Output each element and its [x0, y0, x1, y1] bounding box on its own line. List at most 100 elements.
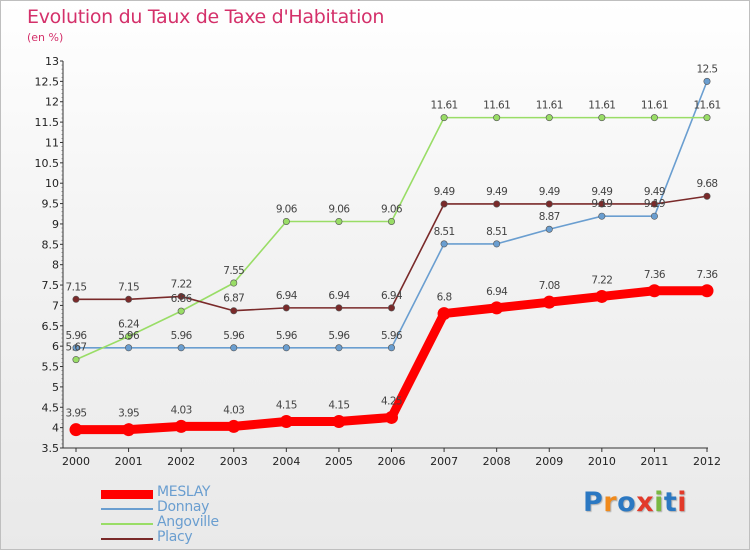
series-line-angoville	[75, 116, 708, 361]
data-point-donnay	[72, 344, 80, 352]
legend-swatch	[101, 523, 153, 525]
y-tick-label: 10	[45, 177, 59, 190]
x-tick-label: 2010	[588, 455, 616, 468]
data-point-angoville	[72, 356, 80, 364]
data-point-meslay	[490, 301, 504, 315]
data-point-meslay	[595, 289, 609, 303]
series-lines	[71, 80, 712, 435]
logo-letter: o	[617, 487, 637, 518]
logo-letter: i	[654, 487, 664, 518]
logo-letter: x	[636, 487, 655, 518]
y-tick-label: 9.5	[42, 198, 60, 211]
data-point-donnay	[650, 212, 658, 220]
data-label-meslay: 3.95	[66, 408, 87, 420]
y-tick-label: 11	[45, 136, 59, 149]
data-label-placy: 9.49	[644, 186, 665, 198]
x-tick-label: 2005	[325, 455, 353, 468]
data-label-meslay: 7.22	[591, 274, 612, 286]
data-point-angoville	[335, 218, 343, 226]
data-label-meslay: 6.94	[486, 286, 508, 298]
data-point-angoville	[703, 114, 711, 122]
y-tick-label: 5.5	[42, 361, 60, 374]
data-label-donnay: 5.96	[276, 330, 298, 342]
y-axis: 3.5 4 4.5 5 5.5 6 6.5 7 7.5 8 8.5 9 9.5 10 10.5 11 11.5 1…	[35, 55, 64, 455]
data-label-donnay: 9.19	[644, 198, 665, 210]
data-point-placy	[72, 295, 80, 303]
data-label-angoville: 9.06	[381, 204, 403, 216]
data-label-donnay: 8.51	[434, 226, 455, 238]
data-label-placy: 7.15	[118, 281, 139, 293]
data-point-donnay	[282, 344, 290, 352]
data-point-meslay	[385, 410, 398, 424]
data-label-meslay: 3.95	[118, 408, 139, 420]
legend-label: Donnay	[157, 499, 210, 515]
legend-label: MESLAY	[157, 484, 211, 500]
logo-letter: P	[583, 487, 604, 518]
x-axis: 2000 2001 2002 2003 2004 2005 2006 2007 2008 2009…	[62, 447, 721, 468]
data-point-meslay	[279, 415, 293, 429]
data-point-donnay	[545, 225, 553, 233]
data-label-angoville: 11.61	[536, 100, 563, 112]
x-tick-label: 2006	[378, 455, 406, 468]
data-label-placy: 9.49	[434, 186, 455, 198]
data-point-meslay	[647, 284, 661, 298]
data-label-meslay: 7.36	[644, 269, 666, 281]
data-point-angoville	[545, 114, 553, 122]
data-label-donnay: 5.96	[171, 330, 193, 342]
data-point-placy	[230, 307, 238, 315]
y-tick-label: 11.5	[35, 116, 60, 129]
data-label-angoville: 9.06	[276, 204, 298, 216]
data-label-placy: 9.68	[697, 178, 718, 190]
data-point-meslay	[69, 423, 83, 437]
data-point-donnay	[598, 212, 606, 220]
chart-subtitle: (en %)	[27, 31, 64, 44]
data-label-angoville: 11.61	[693, 100, 720, 112]
data-point-angoville	[493, 114, 501, 122]
data-label-meslay: 7.36	[697, 269, 719, 281]
data-label-angoville: 11.61	[588, 100, 615, 112]
data-point-placy	[125, 295, 133, 303]
data-label-angoville: 6.24	[118, 318, 140, 330]
data-point-placy	[703, 192, 711, 200]
x-tick-label: 2011	[640, 455, 668, 468]
data-label-meslay: 4.03	[223, 404, 244, 416]
y-tick-label: 6.5	[42, 320, 60, 333]
legend-swatch	[101, 538, 153, 540]
data-label-meslay: 6.8	[437, 292, 452, 304]
data-label-meslay: 4.15	[328, 400, 349, 412]
y-tick-label: 12	[45, 96, 59, 109]
y-tick-label: 4	[52, 422, 59, 435]
data-point-meslay	[437, 307, 451, 321]
logo-letter: t	[663, 487, 678, 518]
data-label-donnay: 5.96	[66, 330, 88, 342]
data-label-placy: 7.15	[66, 281, 87, 293]
data-point-meslay	[174, 419, 188, 433]
x-tick-label: 2001	[115, 455, 143, 468]
data-point-placy	[650, 200, 658, 208]
y-tick-label: 3.5	[42, 442, 60, 455]
data-point-angoville	[282, 218, 290, 226]
data-point-donnay	[230, 344, 238, 352]
data-point-angoville	[230, 279, 238, 287]
data-label-angoville: 9.06	[328, 204, 350, 216]
logo-letter: r	[603, 487, 618, 518]
data-point-placy	[335, 304, 343, 312]
legend-label: Angoville	[157, 514, 219, 530]
data-point-donnay	[335, 344, 343, 352]
proxiti-logo: Proxiti	[583, 487, 687, 518]
data-label-placy: 6.87	[223, 293, 244, 305]
data-label-placy: 6.94	[328, 290, 350, 302]
data-labels: 3.95 3.95 4.03 4.03 4.15 4.15 4.25 6.8 6.94 7.08 7…	[66, 63, 722, 420]
x-tick-label: 2009	[535, 455, 563, 468]
x-tick-label: 2003	[220, 455, 248, 468]
y-tick-label: 7.5	[42, 279, 60, 292]
y-tick-label: 5	[52, 381, 59, 394]
data-point-donnay	[387, 344, 395, 352]
data-label-angoville: 7.55	[223, 265, 244, 277]
data-point-meslay	[700, 284, 714, 298]
data-point-meslay	[227, 419, 241, 433]
x-tick-label: 2000	[62, 455, 90, 468]
y-tick-label: 6	[52, 340, 59, 353]
